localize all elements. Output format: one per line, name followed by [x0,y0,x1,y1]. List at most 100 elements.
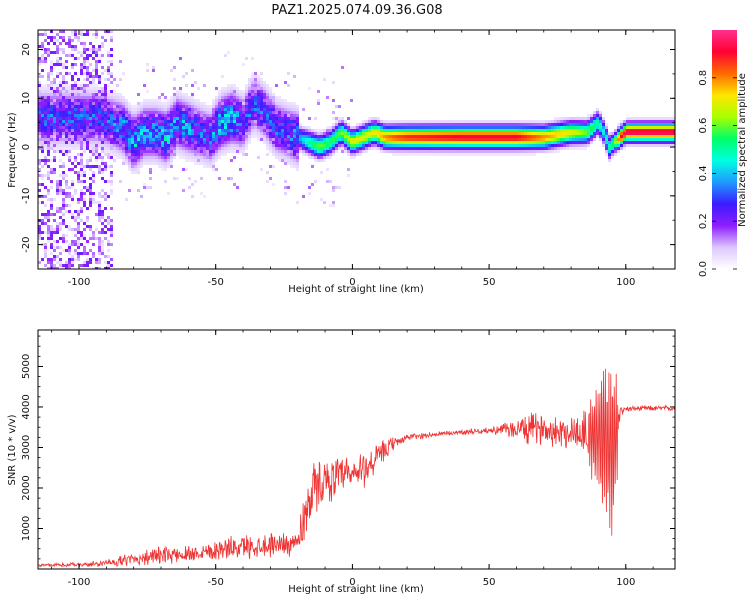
heatmap-cell [44,87,47,90]
heatmap-cell [38,45,41,48]
heatmap-cell [41,231,44,234]
heatmap-cell [119,123,122,126]
heatmap-cell [542,141,545,144]
heatmap-cell [116,144,119,147]
heatmap-cell [578,117,581,120]
heatmap-cell [173,111,176,114]
heatmap-cell [215,102,218,105]
heatmap-cell [161,132,164,135]
heatmap-cell [584,117,587,120]
heatmap-cell [53,138,56,141]
heatmap-cell [116,93,119,96]
heatmap-cell [545,126,548,129]
heatmap-cell [101,189,104,192]
heatmap-cell [209,123,212,126]
heatmap-cell [461,135,464,138]
heatmap-cell [671,141,674,144]
heatmap-cell [173,177,176,180]
heatmap-cell [170,138,173,141]
heatmap-cell [263,135,266,138]
heatmap-cell [56,48,59,51]
heatmap-cell [410,138,413,141]
heatmap-cell [296,201,299,204]
heatmap-cell [641,126,644,129]
heatmap-cell [515,120,518,123]
heatmap-cell [539,138,542,141]
heatmap-cell [128,108,131,111]
heatmap-cell [89,138,92,141]
heatmap-cell [536,144,539,147]
heatmap-cell [98,267,101,269]
heatmap-cell [566,123,569,126]
heatmap-cell [80,159,83,162]
heatmap-cell [188,138,191,141]
heatmap-cell [44,249,47,252]
heatmap-cell [638,120,641,123]
heatmap-cell [89,42,92,45]
heatmap-cell [401,135,404,138]
heatmap-cell [143,186,146,189]
heatmap-cell [314,117,317,120]
heatmap-cell [59,237,62,240]
heatmap-cell [635,135,638,138]
heatmap-cell [110,207,113,210]
heatmap-cell [590,117,593,120]
heatmap-cell [50,252,53,255]
heatmap-cell [512,141,515,144]
heatmap-cell [74,102,77,105]
heatmap-cell [287,120,290,123]
heatmap-cell [608,153,611,156]
heatmap-cell [188,117,191,120]
heatmap-cell [71,45,74,48]
heatmap-cell [83,42,86,45]
heatmap-cell [47,51,50,54]
heatmap-cell [68,249,71,252]
heatmap-cell [530,129,533,132]
heatmap-cell [101,36,104,39]
heatmap-cell [200,117,203,120]
heatmap-cell [71,99,74,102]
heatmap-cell [104,102,107,105]
heatmap-cell [59,96,62,99]
heatmap-cell [38,117,41,120]
heatmap-cell [143,147,146,150]
heatmap-cell [80,195,83,198]
heatmap-cell [92,120,95,123]
heatmap-cell [41,258,44,261]
heatmap-cell [545,123,548,126]
heatmap-cell [293,165,296,168]
heatmap-cell [185,168,188,171]
heatmap-cell [41,132,44,135]
heatmap-cell [332,132,335,135]
heatmap-cell [353,153,356,156]
heatmap-cell [332,138,335,141]
heatmap-cell [62,192,65,195]
heatmap-cell [170,99,173,102]
heatmap-cell [170,153,173,156]
heatmap-cell [113,135,116,138]
heatmap-cell [113,153,116,156]
heatmap-cell [221,141,224,144]
heatmap-cell [245,120,248,123]
heatmap-cell [170,111,173,114]
heatmap-cell [53,246,56,249]
heatmap-cell [503,132,506,135]
heatmap-cell [245,99,248,102]
heatmap-cell [461,129,464,132]
heatmap-cell [227,114,230,117]
heatmap-cell [164,129,167,132]
heatmap-cell [38,129,41,132]
heatmap-cell [272,114,275,117]
heatmap-cell [110,72,113,75]
heatmap-cell [62,204,65,207]
heatmap-cell [152,66,155,69]
heatmap-cell [95,147,98,150]
heatmap-cell [128,114,131,117]
heatmap-cell [71,228,74,231]
heatmap-cell [497,135,500,138]
heatmap-cell [569,123,572,126]
heatmap-cell [626,132,629,135]
heatmap-cell [626,120,629,123]
heatmap-cell [506,150,509,153]
heatmap-cell [179,144,182,147]
